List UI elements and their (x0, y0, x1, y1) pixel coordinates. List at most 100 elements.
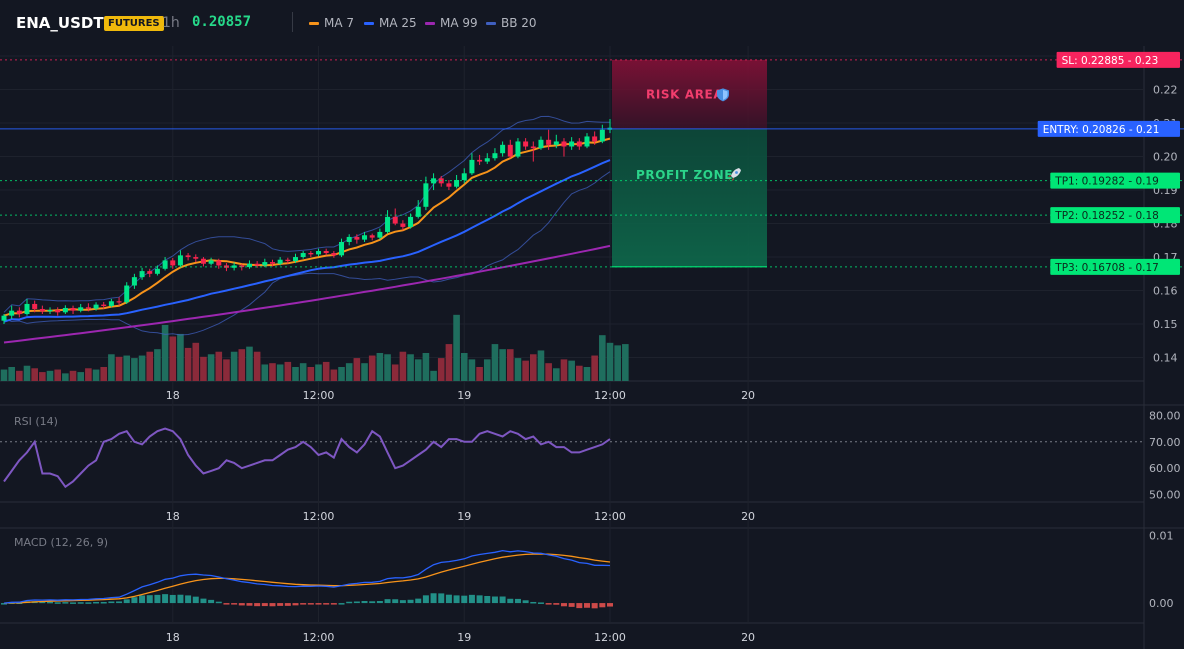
candle-body (362, 235, 368, 240)
candle (39, 305, 45, 314)
volume-bar (368, 355, 376, 381)
candle-body (55, 309, 61, 313)
macd-histogram-bar (499, 596, 506, 604)
candle (392, 208, 398, 226)
candle (1, 314, 7, 325)
volume-bar (177, 333, 184, 381)
level-tag-tp3 (1050, 258, 1180, 275)
candle-body (300, 253, 306, 258)
price-tick-label: 0.15 (1153, 318, 1178, 331)
volume-bar (591, 355, 598, 381)
volume-bar (85, 368, 92, 381)
candle (461, 168, 467, 184)
candle (423, 176, 429, 211)
macd-histogram-bar (100, 601, 107, 604)
volume-bar (269, 363, 276, 381)
macd-histogram-bar (139, 595, 146, 604)
macd-tick-label: 0.01 (1149, 529, 1174, 542)
level-tag-label-tp2: TP2: 0.18252 - 0.18 (1054, 210, 1159, 222)
macd-histogram-bar (177, 594, 184, 604)
legend-ma99[interactable]: MA 99 (425, 16, 478, 30)
ma99-line (3, 244, 611, 344)
candle (55, 307, 61, 316)
macd-histogram-bar (300, 603, 307, 605)
candle-body (101, 304, 107, 306)
candle-body (392, 216, 398, 224)
candle-body (308, 253, 314, 255)
candle-body (369, 235, 375, 238)
candle (576, 138, 582, 150)
macd-histogram-bar (208, 599, 215, 604)
volume-bar (453, 314, 460, 381)
macd-histogram-bar (399, 600, 406, 604)
candle (346, 234, 352, 246)
candle (216, 258, 222, 269)
macd-histogram-bar (507, 598, 514, 604)
legend-bb20[interactable]: BB 20 (486, 16, 537, 30)
candle (599, 124, 605, 144)
legend-ma25[interactable]: MA 25 (364, 16, 417, 30)
candle-body (576, 141, 582, 147)
macd-histogram-bar (376, 600, 383, 604)
level-tag-tp1 (1050, 172, 1180, 189)
volume-bar (192, 342, 200, 381)
ma25-line (3, 159, 611, 323)
volume-bar (414, 359, 422, 381)
timeframe-label[interactable]: 1h (162, 15, 180, 31)
level-tag-label-sl: SL: 0.22885 - 0.23 (1062, 55, 1159, 67)
volume-bar (568, 360, 575, 381)
candle-body (592, 136, 598, 142)
candle-body (461, 173, 467, 180)
macd-histogram-bar (269, 603, 276, 607)
macd-histogram-bar (514, 598, 521, 604)
macd-histogram-bar (77, 602, 84, 604)
candle-body (584, 136, 590, 147)
volume-bar (207, 354, 215, 381)
volume-bar (230, 351, 238, 381)
volume-bar (215, 351, 223, 381)
header-divider (292, 12, 293, 32)
volume-bar (437, 358, 445, 381)
volume-bar (614, 345, 621, 381)
volume-bar (315, 364, 322, 381)
candle-body (408, 216, 414, 227)
volume-bar (422, 353, 430, 381)
price-tick-label: 0.20 (1153, 151, 1178, 164)
shield-highlight (723, 89, 728, 100)
time-tick-label: 20 (741, 631, 755, 644)
volume-bar (261, 364, 269, 381)
candle-body (316, 251, 322, 255)
macd-histogram-bar (384, 599, 391, 604)
time-tick-label: 19 (457, 631, 471, 644)
level-tag-label-tp3: TP3: 0.16708 - 0.17 (1054, 262, 1159, 274)
profit-zone (612, 128, 767, 267)
macd-histogram-bar (108, 601, 115, 604)
level-tag-tp2 (1050, 207, 1180, 224)
candle-body (162, 260, 168, 269)
candle (154, 265, 160, 276)
candle (377, 228, 383, 240)
time-tick-label: 12:00 (303, 631, 335, 644)
candle (16, 307, 22, 318)
candle (93, 302, 99, 311)
candle-body (599, 129, 605, 142)
candle (446, 180, 452, 191)
candle (431, 173, 437, 191)
symbol-name[interactable]: ENA_USDT (16, 14, 104, 32)
volume-bar (483, 359, 491, 381)
volume-bar (0, 369, 8, 381)
volume-bar (284, 361, 292, 381)
time-tick-label: 12:00 (594, 389, 626, 402)
volume-bar (391, 364, 399, 381)
candle-body (269, 262, 275, 264)
candle-body (193, 257, 199, 259)
candle (108, 298, 114, 308)
candle-body (16, 310, 22, 314)
candle-body (70, 307, 76, 311)
legend-ma7[interactable]: MA 7 (309, 16, 354, 30)
volume-bar (138, 355, 146, 381)
ma99-swatch (425, 21, 435, 25)
volume-bar (599, 335, 606, 381)
candle-body (339, 241, 345, 256)
